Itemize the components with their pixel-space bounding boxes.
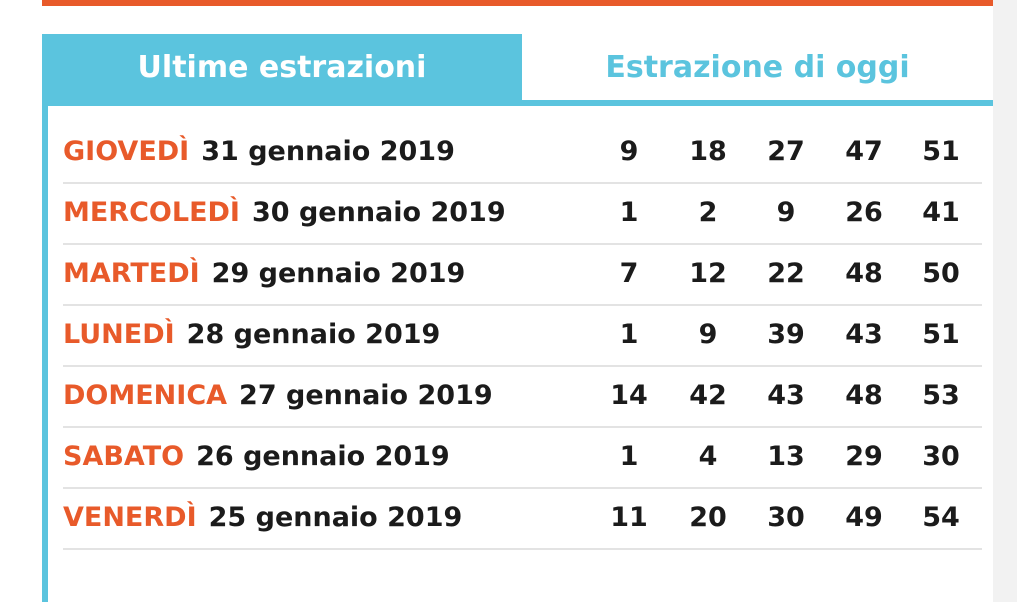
drawn-number: 12	[689, 258, 727, 289]
tab-ultime-estrazioni-label: Ultime estrazioni	[137, 49, 427, 85]
drawn-number: 2	[698, 197, 718, 228]
draw-weekday: MERCOLEDÌ	[63, 197, 240, 228]
draw-date: 25 gennaio 2019	[208, 502, 463, 533]
drawn-number: 27	[767, 136, 805, 167]
drawn-number: 9	[698, 319, 718, 350]
drawn-number: 13	[767, 441, 805, 472]
drawn-number: 51	[922, 319, 960, 350]
drawn-number: 48	[845, 380, 883, 411]
draw-row: VENERDÌ 25 gennaio 2019 11 20 30 49 54	[63, 489, 982, 550]
drawn-number: 54	[922, 502, 960, 533]
draw-date-label: MERCOLEDÌ 30 gennaio 2019	[63, 197, 506, 228]
drawn-number: 1	[619, 197, 639, 228]
draw-weekday: DOMENICA	[63, 380, 228, 411]
drawn-number: 4	[698, 441, 718, 472]
drawn-number: 7	[619, 258, 639, 289]
drawn-number: 1	[619, 441, 639, 472]
draw-date-label: LUNEDÌ 28 gennaio 2019	[63, 319, 440, 350]
draw-row: MERCOLEDÌ 30 gennaio 2019 1 2 9 26 41	[63, 184, 982, 245]
drawn-number: 48	[845, 258, 883, 289]
draw-row: SABATO 26 gennaio 2019 1 4 13 29 30	[63, 428, 982, 489]
page-gutter	[993, 0, 1017, 602]
tab-estrazione-di-oggi[interactable]: Estrazione di oggi	[522, 34, 993, 100]
draw-date: 28 gennaio 2019	[186, 319, 441, 350]
draw-row: DOMENICA 27 gennaio 2019 14 42 43 48 53	[63, 367, 982, 428]
drawn-number: 43	[845, 319, 883, 350]
drawn-number: 29	[845, 441, 883, 472]
draw-row: LUNEDÌ 28 gennaio 2019 1 9 39 43 51	[63, 306, 982, 367]
tab-underline	[42, 100, 993, 106]
draw-date: 27 gennaio 2019	[239, 380, 493, 411]
draws-list: GIOVEDÌ 31 gennaio 2019 9 18 27 47 51 MER…	[63, 123, 982, 550]
drawn-number: 43	[767, 380, 805, 411]
drawn-number: 9	[619, 136, 639, 167]
draw-date: 26 gennaio 2019	[196, 441, 450, 472]
drawn-number: 26	[845, 197, 883, 228]
draw-date-label: SABATO 26 gennaio 2019	[63, 441, 450, 472]
draw-date: 30 gennaio 2019	[251, 197, 506, 228]
drawn-number: 42	[689, 380, 727, 411]
tab-ultime-estrazioni[interactable]: Ultime estrazioni	[42, 34, 522, 100]
draw-weekday: VENERDÌ	[63, 502, 197, 533]
top-accent-bar	[42, 0, 993, 6]
draw-row: GIOVEDÌ 31 gennaio 2019 9 18 27 47 51	[63, 123, 982, 184]
lottery-results-panel: Ultime estrazioni Estrazione di oggi GIO…	[42, 34, 993, 602]
tab-bar: Ultime estrazioni Estrazione di oggi	[42, 34, 993, 106]
drawn-number: 41	[922, 197, 960, 228]
panel-left-border	[42, 34, 48, 602]
draw-date: 31 gennaio 2019	[201, 136, 455, 167]
drawn-number: 18	[689, 136, 727, 167]
drawn-number: 49	[845, 502, 883, 533]
draw-date-label: VENERDÌ 25 gennaio 2019	[63, 502, 462, 533]
draw-date-label: GIOVEDÌ 31 gennaio 2019	[63, 136, 455, 167]
drawn-number: 51	[922, 136, 960, 167]
drawn-number: 30	[922, 441, 960, 472]
draw-date: 29 gennaio 2019	[211, 258, 466, 289]
draw-date-label: DOMENICA 27 gennaio 2019	[63, 380, 493, 411]
drawn-number: 22	[767, 258, 805, 289]
drawn-number: 20	[689, 502, 727, 533]
draw-weekday: MARTEDÌ	[63, 258, 200, 289]
draw-weekday: SABATO	[63, 441, 185, 472]
tab-estrazione-di-oggi-label: Estrazione di oggi	[605, 49, 910, 85]
draw-row: MARTEDÌ 29 gennaio 2019 7 12 22 48 50	[63, 245, 982, 306]
drawn-number: 1	[619, 319, 639, 350]
drawn-number: 30	[767, 502, 805, 533]
drawn-number: 53	[922, 380, 960, 411]
draw-weekday: GIOVEDÌ	[63, 136, 190, 167]
drawn-number: 39	[767, 319, 805, 350]
drawn-number: 9	[776, 197, 796, 228]
drawn-number: 14	[610, 380, 648, 411]
draw-date-label: MARTEDÌ 29 gennaio 2019	[63, 258, 465, 289]
draw-weekday: LUNEDÌ	[63, 319, 175, 350]
drawn-number: 11	[610, 502, 648, 533]
drawn-number: 50	[922, 258, 960, 289]
drawn-number: 47	[845, 136, 883, 167]
